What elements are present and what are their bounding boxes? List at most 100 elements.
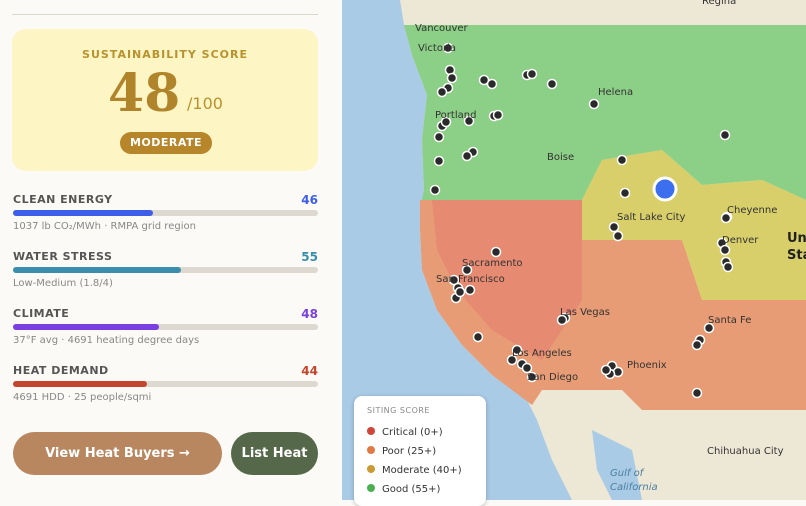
site-dot <box>722 261 734 273</box>
place-label: California <box>610 482 658 493</box>
legend: SITING SCORE Critical (0+) Poor (25+) Mode… <box>354 396 486 506</box>
place-label: Salt Lake City <box>617 212 686 223</box>
metric-value: 46 <box>301 193 318 207</box>
metric-bar <box>13 381 148 387</box>
site-dot <box>442 42 454 54</box>
place-label: Denver <box>722 235 759 246</box>
score-card: SUSTAINABILITY SCORE 48 /100 MODERATE <box>12 29 318 171</box>
metric-detail: Low-Medium (1.8/4) <box>13 278 113 289</box>
metric-value: 55 <box>301 250 318 264</box>
site-dot <box>486 78 498 90</box>
legend-item: Good (55+) <box>367 483 440 495</box>
legend-label: Critical (0+) <box>382 427 443 438</box>
metric-name: WATER STRESS <box>13 250 113 263</box>
legend-item: Poor (25+) <box>367 445 436 457</box>
site-dot <box>506 354 518 366</box>
site-dot <box>433 131 445 143</box>
place-label: Helena <box>598 87 633 98</box>
site-dot <box>703 322 715 334</box>
metric-bar <box>13 210 154 216</box>
metric: WATER STRESS 55 Low-Medium (1.8/4) <box>13 250 318 289</box>
metric-bar <box>13 324 160 330</box>
side-panel: SUSTAINABILITY SCORE 48 /100 MODERATE CL… <box>0 0 342 500</box>
site-dot <box>691 387 703 399</box>
place-label: Phoenix <box>627 360 667 371</box>
region-moderate <box>582 150 806 300</box>
site-dot <box>454 286 466 298</box>
place-label: Cheyenne <box>727 205 777 216</box>
score: 48 <box>108 63 181 124</box>
place-label: San Francisco <box>436 274 505 285</box>
metric-track <box>13 381 318 387</box>
place-label: Sacramento <box>462 258 522 269</box>
site-dot <box>600 364 612 376</box>
list-heat-button[interactable]: List Heat <box>231 432 318 475</box>
site-dot <box>429 184 441 196</box>
place-label: Boise <box>547 152 574 163</box>
legend-item: Moderate (40+) <box>367 464 462 476</box>
site-dot <box>490 246 502 258</box>
metric-detail: 37°F avg · 4691 heating degree days <box>13 335 200 346</box>
metric-track <box>13 267 318 273</box>
legend-swatch <box>367 465 375 473</box>
score-label: SUSTAINABILITY SCORE <box>82 48 248 61</box>
legend-label: Moderate (40+) <box>382 465 462 476</box>
legend-item: Critical (0+) <box>367 426 443 438</box>
site-dot <box>463 115 475 127</box>
region-critical <box>432 200 582 360</box>
place-label: Portland <box>435 110 476 121</box>
metric-value: 44 <box>301 364 318 378</box>
site-dot <box>608 221 620 233</box>
place-label: Gulf of <box>610 468 645 479</box>
site-dot <box>436 86 448 98</box>
place-label: Regina <box>702 0 736 7</box>
site-dot <box>526 68 538 80</box>
legend-swatch <box>367 484 375 492</box>
site-dot <box>440 116 452 128</box>
metric-value: 48 <box>301 307 318 321</box>
site-dot <box>556 314 568 326</box>
site-dot <box>492 109 504 121</box>
site-dot <box>616 154 628 166</box>
metric-track <box>13 324 318 330</box>
place-label: Vancouver <box>415 23 469 34</box>
metric: HEAT DEMAND 44 4691 HDD · 25 people/sqmi <box>13 364 318 403</box>
site-dot <box>461 150 473 162</box>
place-label: Chihuahua City <box>707 446 784 457</box>
place-label: Santa Fe <box>708 315 751 326</box>
rating-badge: MODERATE <box>120 132 212 154</box>
score-suffix: /100 <box>187 94 223 113</box>
site-dot <box>472 331 484 343</box>
view-buyers-button[interactable]: View Heat Buyers → <box>13 432 222 475</box>
metric: CLIMATE 48 37°F avg · 4691 heating degree … <box>13 307 318 346</box>
metric-name: HEAT DEMAND <box>13 364 109 377</box>
place-label: Unite <box>787 231 806 246</box>
site-dot <box>546 78 558 90</box>
site-dot <box>691 339 703 351</box>
metric: CLEAN ENERGY 46 1037 lb CO₂/MWh · RMPA gri… <box>13 193 318 232</box>
gulf <box>592 430 642 500</box>
metric-bar <box>13 267 181 273</box>
legend-title: SITING SCORE <box>367 406 430 415</box>
site-dot <box>719 129 731 141</box>
metric-detail: 4691 HDD · 25 people/sqmi <box>13 392 152 403</box>
place-label: Los Angeles <box>512 348 572 359</box>
place-label: Victoria <box>418 43 456 54</box>
site-dot <box>612 230 624 242</box>
site-dot <box>511 344 523 356</box>
site-dot <box>526 371 538 383</box>
site-dot <box>521 362 533 374</box>
place-label: Las Vegas <box>560 307 610 318</box>
site-dot <box>719 244 731 256</box>
site-dot <box>619 187 631 199</box>
region-good <box>404 25 806 200</box>
legend-swatch <box>367 427 375 435</box>
place-label: State <box>787 248 806 263</box>
metric-track <box>13 210 318 216</box>
selected-site[interactable] <box>652 176 678 202</box>
metric-name: CLEAN ENERGY <box>13 193 113 206</box>
metric-name: CLIMATE <box>13 307 70 320</box>
legend-label: Poor (25+) <box>382 446 437 457</box>
site-dot <box>433 155 445 167</box>
